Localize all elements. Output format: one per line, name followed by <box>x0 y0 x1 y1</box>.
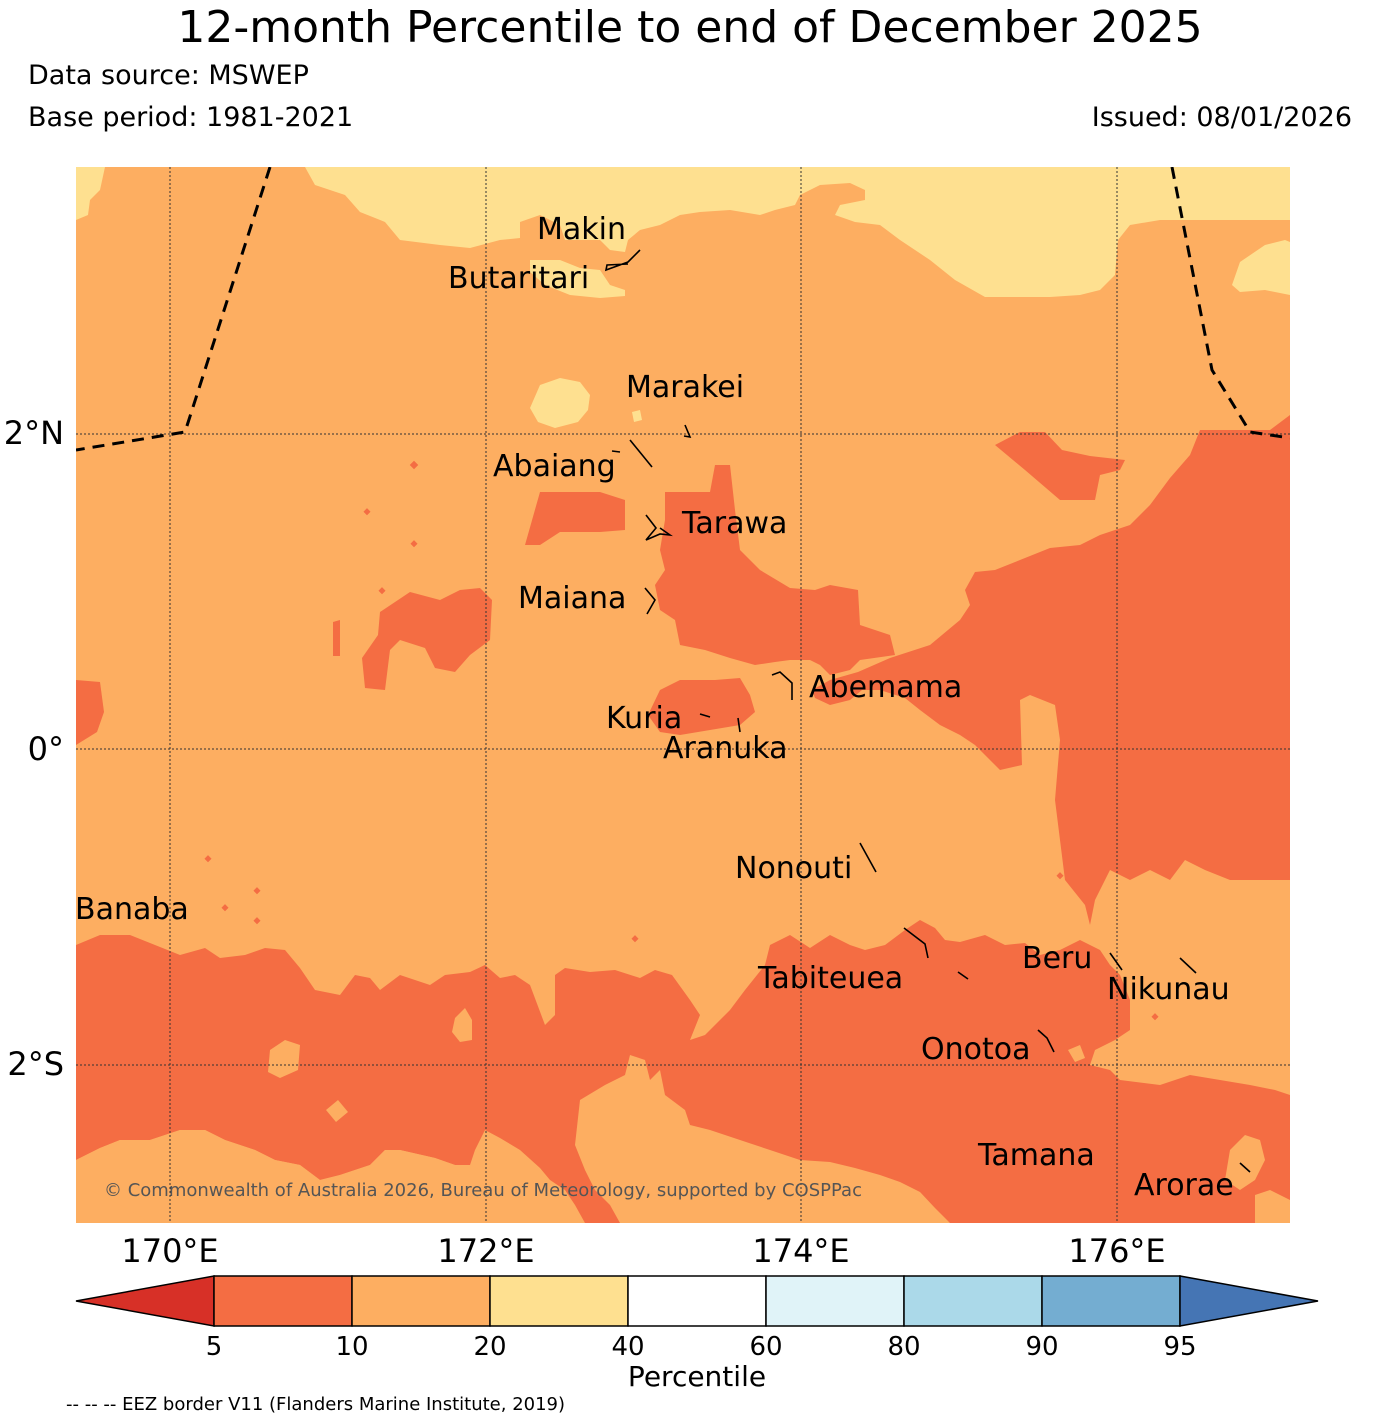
patches-10-20-percentile <box>76 1008 1290 1223</box>
page-title: 12-month Percentile to end of December 2… <box>177 2 1203 53</box>
lat-label-0: 0° <box>27 730 64 768</box>
colorbar-bin-20-40 <box>489 1275 629 1327</box>
place-label-kuria: Kuria <box>606 701 683 736</box>
lat-label-2s: 2°S <box>7 1045 64 1083</box>
colorbar-bin-10-20 <box>351 1275 491 1327</box>
data-source: Data source: MSWEP <box>28 60 309 91</box>
lon-label-176e: 176°E <box>1068 1232 1166 1270</box>
colorbar-bin-80-90 <box>903 1275 1043 1327</box>
place-label-tamana: Tamana <box>978 1138 1095 1173</box>
colorbar-tick-80: 80 <box>887 1332 921 1362</box>
colorbar-bin-40-60 <box>627 1275 767 1327</box>
regions-20-40-percentile <box>76 167 1290 428</box>
lat-label-2n: 2°N <box>3 414 64 452</box>
place-label-beru: Beru <box>1022 941 1093 976</box>
base-period: Base period: 1981-2021 <box>28 102 354 133</box>
place-label-abaiang: Abaiang <box>493 449 616 484</box>
place-label-butaritari: Butaritari <box>448 261 590 296</box>
place-label-tabiteuea: Tabiteuea <box>758 961 904 996</box>
colorbar-bin-90-95 <box>1041 1275 1181 1327</box>
lon-label-170e: 170°E <box>121 1232 219 1270</box>
place-label-arorae: Arorae <box>1134 1168 1234 1203</box>
place-label-makin: Makin <box>537 212 626 247</box>
colorbar-tick-95: 95 <box>1163 1332 1197 1362</box>
colorbar-bin-5-10 <box>213 1275 353 1327</box>
colorbar-tick-10: 10 <box>335 1332 369 1362</box>
copyright-notice: © Commonwealth of Australia 2026, Bureau… <box>104 1180 862 1201</box>
small-5-10-cells <box>204 460 1159 1021</box>
place-label-abemama: Abemama <box>809 670 963 705</box>
colorbar-extend-low <box>75 1275 215 1327</box>
eez-border <box>76 167 1290 452</box>
colorbar-label: Percentile <box>627 1360 767 1393</box>
colorbar <box>75 1275 1319 1327</box>
colorbar-tick-90: 90 <box>1025 1332 1059 1362</box>
lon-label-174e: 174°E <box>752 1232 850 1270</box>
colorbar-bin-60-80 <box>765 1275 905 1327</box>
colorbar-tick-60: 60 <box>749 1332 783 1362</box>
place-label-aranuka: Aranuka <box>663 731 788 766</box>
colorbar-tick-20: 20 <box>473 1332 507 1362</box>
place-label-marakei: Marakei <box>626 370 745 405</box>
eez-border-note: -- -- -- EEZ border V11 (Flanders Marine… <box>66 1394 566 1415</box>
issued-date: Issued: 08/01/2026 <box>1091 102 1352 133</box>
regions-5-10-percentile <box>76 415 1290 1223</box>
place-label-banaba: Banaba <box>75 892 189 927</box>
place-label-maiana: Maiana <box>518 581 627 616</box>
colorbar-tick-40: 40 <box>611 1332 645 1362</box>
colorbar-tick-5: 5 <box>205 1332 223 1362</box>
place-label-nonouti: Nonouti <box>735 851 853 886</box>
place-label-nikunau: Nikunau <box>1107 972 1230 1007</box>
island-outlines <box>604 249 1251 1173</box>
graticule <box>76 167 1290 1223</box>
lon-label-172e: 172°E <box>437 1232 535 1270</box>
place-label-tarawa: Tarawa <box>682 506 788 541</box>
colorbar-extend-high <box>1179 1275 1319 1327</box>
place-label-onotoa: Onotoa <box>921 1032 1031 1067</box>
